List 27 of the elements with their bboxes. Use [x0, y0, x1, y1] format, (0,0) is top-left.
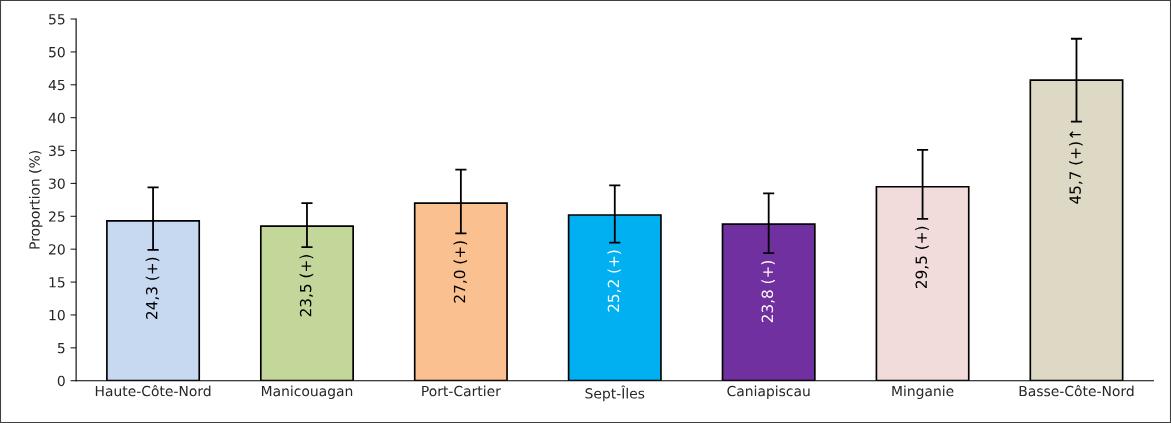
- y-tick-label: 0: [57, 375, 65, 387]
- y-tick-label: 20: [49, 244, 65, 255]
- data-label: 25,2 (+): [607, 250, 622, 312]
- data-label: 27,0 (+): [453, 241, 468, 303]
- x-tick-label: Port-Cartier: [422, 385, 501, 397]
- data-label: 24,3 (+): [145, 257, 160, 319]
- y-tick-label: 15: [49, 277, 65, 288]
- x-tick-label: Minganie: [892, 385, 954, 399]
- y-axis-title: Proportion (%): [29, 151, 43, 249]
- x-tick-label: Manicouagan: [261, 385, 353, 399]
- data-label: 45,7 (+)↑: [1069, 131, 1083, 204]
- y-tick-label: 35: [49, 145, 65, 157]
- y-tick-label: 25: [49, 211, 65, 222]
- y-tick-label: 30: [49, 178, 65, 189]
- x-tick-label: Caniapiscau: [727, 385, 810, 399]
- y-tick-label: 55: [49, 14, 65, 25]
- y-tick-label: 45: [48, 79, 65, 91]
- x-tick-label: Sept-Îles: [585, 385, 645, 402]
- y-tick-label: 10: [49, 309, 65, 321]
- x-tick-label: Haute-Côte-Nord: [95, 385, 211, 397]
- y-tick-label: 5: [57, 342, 65, 354]
- data-label: 23,5 (+): [299, 255, 314, 317]
- y-tick-label: 50: [49, 46, 65, 58]
- data-label: 23,8 (+): [761, 261, 775, 323]
- data-label: 29,5 (+): [915, 226, 929, 288]
- x-tick-label: Basse-Côte-Nord: [1019, 385, 1134, 397]
- y-tick-label: 40: [48, 112, 65, 124]
